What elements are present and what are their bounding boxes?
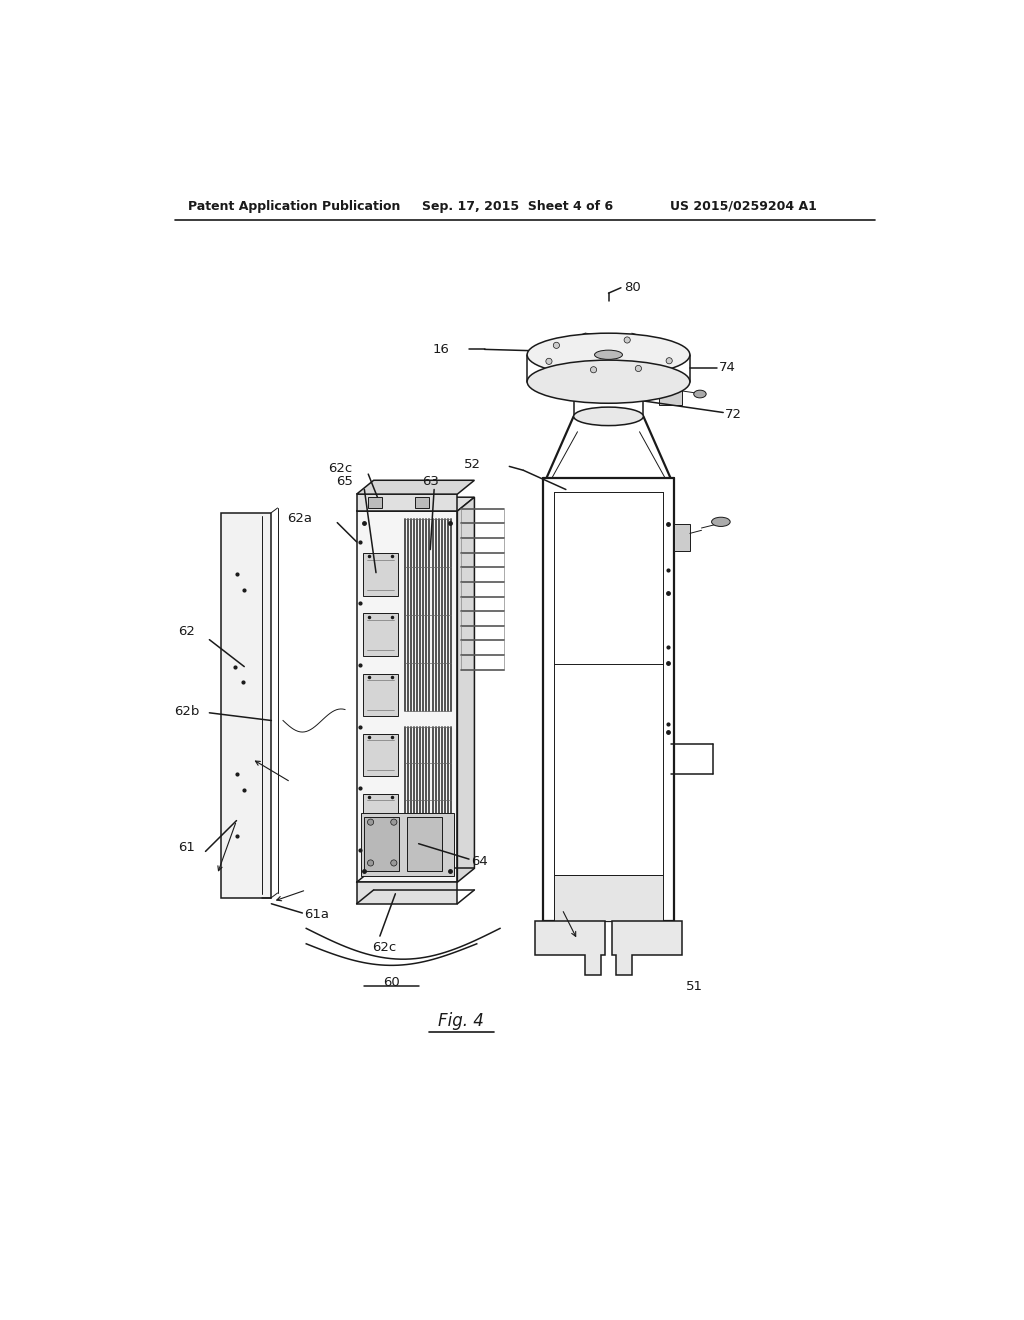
Circle shape bbox=[635, 366, 641, 371]
Bar bbox=[675, 524, 690, 552]
Polygon shape bbox=[535, 921, 604, 974]
Text: Patent Application Publication: Patent Application Publication bbox=[188, 199, 400, 213]
Text: 72: 72 bbox=[725, 408, 741, 421]
Polygon shape bbox=[566, 338, 582, 347]
Text: 80: 80 bbox=[624, 281, 641, 294]
Circle shape bbox=[666, 358, 673, 364]
Polygon shape bbox=[356, 498, 474, 511]
Circle shape bbox=[624, 337, 631, 343]
Text: 51: 51 bbox=[686, 979, 703, 993]
Text: 52: 52 bbox=[464, 458, 480, 471]
Polygon shape bbox=[636, 338, 651, 347]
Polygon shape bbox=[612, 921, 682, 974]
Text: 61a: 61a bbox=[304, 908, 329, 921]
Text: 64: 64 bbox=[471, 855, 488, 869]
Polygon shape bbox=[356, 480, 474, 494]
Text: 16: 16 bbox=[433, 343, 450, 356]
Bar bbox=[356, 494, 458, 511]
Polygon shape bbox=[458, 498, 474, 882]
Bar bbox=[407, 817, 442, 871]
Bar bbox=[369, 498, 382, 508]
Text: 62c: 62c bbox=[329, 462, 352, 475]
Bar bbox=[554, 874, 663, 921]
Circle shape bbox=[391, 859, 397, 866]
Polygon shape bbox=[221, 512, 271, 898]
Bar bbox=[658, 385, 682, 405]
Polygon shape bbox=[356, 511, 458, 882]
Bar bbox=[362, 553, 397, 595]
Text: 62a: 62a bbox=[287, 512, 312, 525]
Bar bbox=[612, 341, 618, 347]
Text: Sep. 17, 2015  Sheet 4 of 6: Sep. 17, 2015 Sheet 4 of 6 bbox=[423, 199, 613, 213]
Text: US 2015/0259204 A1: US 2015/0259204 A1 bbox=[671, 199, 817, 213]
Text: 62b: 62b bbox=[174, 705, 200, 718]
Bar bbox=[360, 813, 454, 876]
Text: 62: 62 bbox=[178, 626, 196, 639]
Text: 60: 60 bbox=[383, 975, 400, 989]
Bar bbox=[362, 673, 397, 715]
Ellipse shape bbox=[573, 407, 643, 425]
Circle shape bbox=[553, 342, 559, 348]
Text: Fig. 4: Fig. 4 bbox=[438, 1012, 484, 1030]
Text: 74: 74 bbox=[719, 362, 735, 375]
Ellipse shape bbox=[527, 333, 690, 376]
Circle shape bbox=[368, 859, 374, 866]
Ellipse shape bbox=[527, 360, 690, 404]
Bar bbox=[356, 882, 458, 904]
Text: 62c: 62c bbox=[372, 941, 396, 954]
Ellipse shape bbox=[712, 517, 730, 527]
Bar bbox=[362, 614, 397, 656]
Bar bbox=[362, 734, 397, 776]
Ellipse shape bbox=[693, 391, 707, 397]
Ellipse shape bbox=[595, 350, 623, 359]
Circle shape bbox=[391, 818, 397, 825]
Bar bbox=[362, 793, 397, 836]
Bar bbox=[365, 817, 399, 871]
Circle shape bbox=[368, 818, 374, 825]
Text: 63: 63 bbox=[423, 475, 439, 488]
Text: 65: 65 bbox=[336, 475, 352, 488]
Circle shape bbox=[591, 367, 597, 372]
Circle shape bbox=[546, 358, 552, 364]
Bar bbox=[415, 498, 429, 508]
Text: 61: 61 bbox=[178, 841, 196, 854]
